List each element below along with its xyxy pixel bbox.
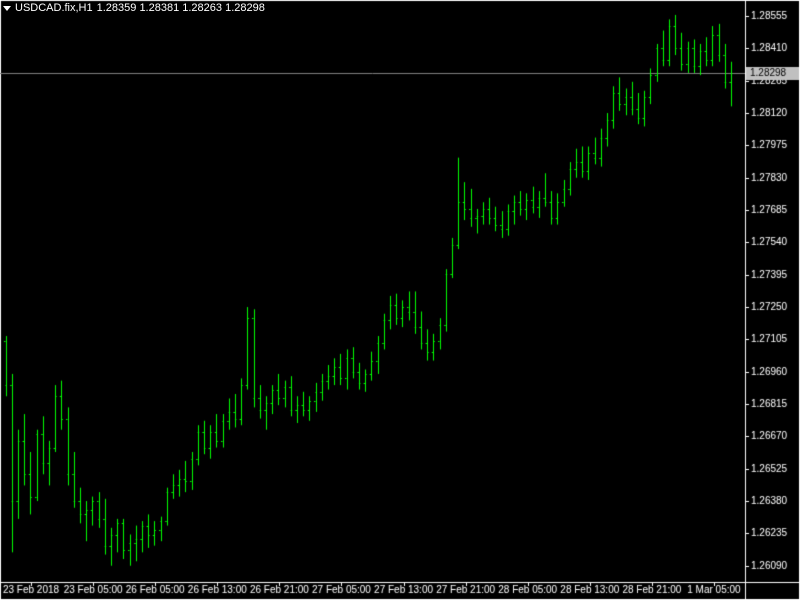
symbol-label: USDCAD.fix,H1	[15, 2, 93, 14]
chart-container: USDCAD.fix,H1 1.28359 1.28381 1.28263 1.…	[0, 0, 800, 600]
dropdown-triangle-icon[interactable]	[3, 6, 11, 11]
chart-title-bar[interactable]: USDCAD.fix,H1 1.28359 1.28381 1.28263 1.…	[3, 2, 265, 14]
price-chart[interactable]	[0, 0, 800, 600]
ohlc-label: 1.28359 1.28381 1.28263 1.28298	[97, 2, 265, 14]
